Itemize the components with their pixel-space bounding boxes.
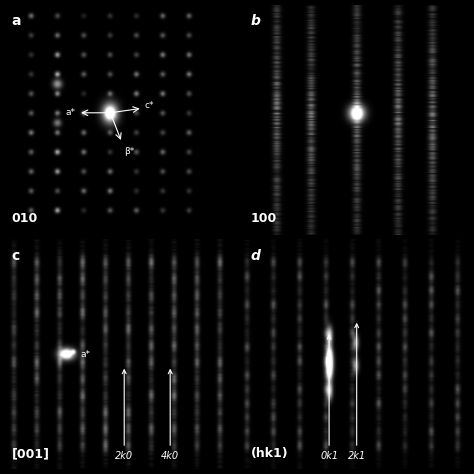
Text: [001]: [001] [11,447,50,460]
Text: 4k0: 4k0 [161,370,179,461]
Text: a: a [11,14,21,28]
Text: 2k1: 2k1 [347,324,366,461]
Text: 0k1: 0k1 [320,335,338,461]
Text: d: d [251,248,261,263]
Text: a*: a* [66,108,76,117]
Text: 2k0: 2k0 [115,370,133,461]
Text: 100: 100 [251,212,277,226]
Text: a*: a* [81,350,91,359]
Text: 010: 010 [11,212,38,226]
Text: c: c [11,248,20,263]
Text: c*: c* [145,101,155,110]
Text: (hk1): (hk1) [251,447,289,460]
Text: β*: β* [124,147,135,156]
Text: b: b [251,14,261,28]
